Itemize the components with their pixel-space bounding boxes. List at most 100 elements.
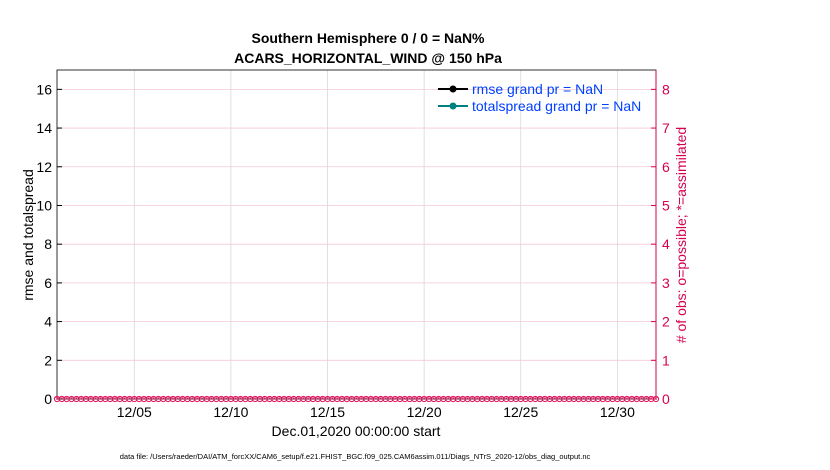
obs-assimilated-marker: * bbox=[500, 395, 504, 405]
obs-assimilated-marker: * bbox=[104, 395, 108, 405]
obs-assimilated-marker: * bbox=[548, 395, 552, 405]
obs-assimilated-marker: * bbox=[224, 395, 228, 405]
y-left-tick-label: 12 bbox=[36, 159, 52, 175]
obs-assimilated-marker: * bbox=[219, 395, 223, 405]
x-tick-label: 12/30 bbox=[600, 404, 635, 420]
obs-assimilated-marker: * bbox=[509, 395, 513, 405]
obs-assimilated-marker: * bbox=[582, 395, 586, 405]
obs-assimilated-marker: * bbox=[89, 395, 93, 405]
obs-assimilated-marker: * bbox=[490, 395, 494, 405]
obs-assimilated-marker: * bbox=[79, 395, 83, 405]
obs-assimilated-marker: * bbox=[654, 395, 658, 405]
obs-assimilated-marker: * bbox=[94, 395, 98, 405]
obs-assimilated-marker: * bbox=[567, 395, 571, 405]
obs-assimilated-marker: * bbox=[133, 395, 137, 405]
obs-assimilated-marker: * bbox=[273, 395, 277, 405]
obs-assimilated-marker: * bbox=[558, 395, 562, 405]
obs-assimilated-marker: * bbox=[611, 395, 615, 405]
obs-assimilated-marker: * bbox=[311, 395, 315, 405]
x-tick-label: 12/25 bbox=[503, 404, 538, 420]
obs-assimilated-marker: * bbox=[75, 395, 79, 405]
obs-assimilated-marker: * bbox=[398, 395, 402, 405]
y-right-tick-label: 0 bbox=[662, 391, 670, 407]
obs-assimilated-marker: * bbox=[504, 395, 508, 405]
y-right-tick-label: 4 bbox=[662, 236, 670, 252]
obs-assimilated-marker: * bbox=[113, 395, 117, 405]
obs-assimilated-marker: * bbox=[364, 395, 368, 405]
obs-possible-marker bbox=[652, 395, 660, 403]
obs-assimilated-marker: * bbox=[427, 395, 431, 405]
obs-assimilated-marker: * bbox=[630, 395, 634, 405]
obs-assimilated-marker: * bbox=[461, 395, 465, 405]
obs-assimilated-marker: * bbox=[524, 395, 528, 405]
obs-assimilated-marker: * bbox=[480, 395, 484, 405]
obs-assimilated-marker: * bbox=[335, 395, 339, 405]
obs-assimilated-marker: * bbox=[340, 395, 344, 405]
obs-assimilated-marker: * bbox=[55, 395, 59, 405]
obs-assimilated-marker: * bbox=[239, 395, 243, 405]
obs-assimilated-marker: * bbox=[572, 395, 576, 405]
y-axis-label-left: rmse and totalspread bbox=[20, 169, 36, 301]
obs-assimilated-marker: * bbox=[625, 395, 629, 405]
obs-assimilated-marker: * bbox=[345, 395, 349, 405]
obs-assimilated-marker: * bbox=[234, 395, 238, 405]
obs-assimilated-marker: * bbox=[596, 395, 600, 405]
legend-rmse-label: rmse grand pr = NaN bbox=[472, 81, 603, 97]
grid bbox=[57, 70, 656, 399]
obs-assimilated-marker: * bbox=[553, 395, 557, 405]
obs-assimilated-marker: * bbox=[321, 395, 325, 405]
obs-assimilated-marker: * bbox=[70, 395, 74, 405]
obs-assimilated-marker: * bbox=[229, 395, 233, 405]
obs-assimilated-marker: * bbox=[442, 395, 446, 405]
obs-assimilated-marker: * bbox=[384, 395, 388, 405]
obs-assimilated-marker: * bbox=[432, 395, 436, 405]
y-left-tick-label: 14 bbox=[36, 120, 52, 136]
obs-assimilated-marker: * bbox=[485, 395, 489, 405]
obs-assimilated-marker: * bbox=[166, 395, 170, 405]
obs-assimilated-marker: * bbox=[447, 395, 451, 405]
obs-assimilated-marker: * bbox=[157, 395, 161, 405]
obs-assimilated-marker: * bbox=[408, 395, 412, 405]
legend-totalspread-label: totalspread grand pr = NaN bbox=[472, 98, 641, 114]
obs-assimilated-marker: * bbox=[456, 395, 460, 405]
chart-title-line1: Southern Hemisphere 0 / 0 = NaN% bbox=[251, 30, 485, 46]
obs-assimilated-marker: * bbox=[640, 395, 644, 405]
obs-assimilated-marker: * bbox=[350, 395, 354, 405]
obs-assimilated-marker: * bbox=[635, 395, 639, 405]
obs-assimilated-marker: * bbox=[413, 395, 417, 405]
plot-frame bbox=[56, 69, 657, 400]
x-tick-label: 12/15 bbox=[310, 404, 345, 420]
obs-assimilated-marker: * bbox=[215, 395, 219, 405]
obs-assimilated-marker: * bbox=[152, 395, 156, 405]
obs-assimilated-marker: * bbox=[171, 395, 175, 405]
obs-assimilated-marker: * bbox=[649, 395, 653, 405]
obs-assimilated-marker: * bbox=[292, 395, 296, 405]
obs-assimilated-marker: * bbox=[200, 395, 204, 405]
y-right-tick-label: 1 bbox=[662, 352, 670, 368]
y-right-tick-label: 3 bbox=[662, 275, 670, 291]
y-right-tick-label: 8 bbox=[662, 81, 670, 97]
x-axis-label: Dec.01,2020 00:00:00 start bbox=[272, 423, 441, 439]
obs-assimilated-marker: * bbox=[437, 395, 441, 405]
obs-assimilated-marker: * bbox=[360, 395, 364, 405]
obs-assimilated-marker: * bbox=[587, 395, 591, 405]
obs-assimilated-marker: * bbox=[533, 395, 537, 405]
x-tick-label: 12/10 bbox=[213, 404, 248, 420]
obs-assimilated-marker: * bbox=[195, 395, 199, 405]
obs-assimilated-marker: * bbox=[282, 395, 286, 405]
legend[interactable]: rmse grand pr = NaN totalspread grand pr… bbox=[438, 81, 641, 114]
obs-assimilated-marker: * bbox=[519, 395, 523, 405]
legend-totalspread-marker bbox=[449, 102, 457, 110]
legend-rmse-marker bbox=[449, 85, 457, 93]
obs-assimilated-marker: * bbox=[162, 395, 166, 405]
obs-assimilated-marker: * bbox=[514, 395, 518, 405]
obs-assimilated-marker: * bbox=[181, 395, 185, 405]
y-axis-label-right: # of obs: o=possible; *=assimilated bbox=[673, 127, 689, 343]
obs-assimilated-marker: * bbox=[84, 395, 88, 405]
obs-assimilated-marker: * bbox=[316, 395, 320, 405]
obs-assimilated-marker: * bbox=[297, 395, 301, 405]
obs-assimilated-marker: * bbox=[253, 395, 257, 405]
y-left-tick-label: 2 bbox=[44, 352, 52, 368]
obs-assimilated-marker: * bbox=[60, 395, 64, 405]
